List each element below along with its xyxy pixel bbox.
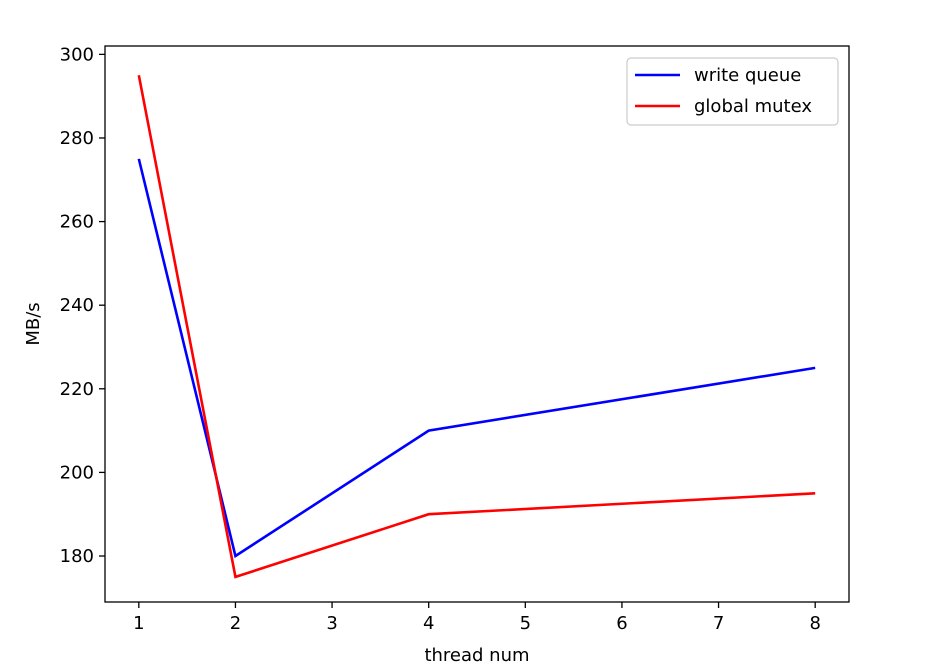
x-axis-label: thread num: [424, 645, 529, 666]
ticks-layer: 1 2 3 4 5 6 7 8 180 200 220 240 260 280 300: [60, 44, 821, 634]
legend: write queue global mutex: [626, 57, 839, 126]
plot-frame: [104, 45, 850, 603]
y-tick-label: 300: [60, 44, 94, 65]
x-tick-label: 3: [326, 613, 337, 634]
x-tick-label: 6: [616, 613, 627, 634]
series-line-2: [137, 75, 816, 579]
y-tick-label: 260: [60, 212, 94, 233]
x-tick-label: 7: [713, 613, 724, 634]
x-tick-label: 2: [230, 613, 241, 634]
x-tick-label: 8: [809, 613, 820, 634]
y-tick-label: 220: [60, 379, 94, 400]
y-tick-label: 200: [60, 462, 94, 483]
y-tick-label: 180: [60, 546, 94, 567]
axes-layer: [104, 45, 850, 603]
y-axis-label: MB/s: [23, 302, 44, 345]
y-tick-label: 240: [60, 295, 94, 316]
x-tick-label: 1: [133, 613, 144, 634]
x-tick-label: 4: [423, 613, 434, 634]
legend-label-1: write queue: [694, 65, 801, 86]
x-tick-label: 5: [520, 613, 531, 634]
legend-label-2: global mutex: [694, 96, 812, 117]
y-tick-label: 280: [60, 128, 94, 149]
series-line-1: [137, 158, 816, 559]
series-layer: [137, 75, 816, 579]
